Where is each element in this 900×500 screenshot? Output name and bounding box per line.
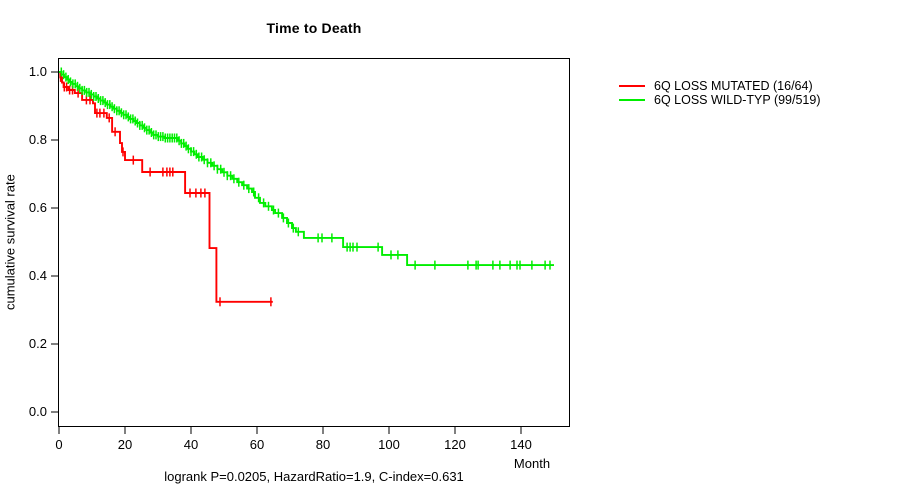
- legend-label-mutated: 6Q LOSS MUTATED (16/64): [654, 78, 813, 93]
- legend-line-green: [619, 98, 645, 101]
- km-curve-mutated: [59, 71, 273, 303]
- y-tick-label-0.4: 0.4: [28, 268, 47, 283]
- legend: 6Q LOSS MUTATED (16/64) 6Q LOSS WILD-TYP…: [619, 78, 821, 107]
- y-tick-label-1.0: 1.0: [28, 64, 47, 79]
- legend-item-wildtype: 6Q LOSS WILD-TYP (99/519): [619, 92, 821, 107]
- statistics-footnote: logrank P=0.0205, HazardRatio=1.9, C-ind…: [164, 469, 464, 484]
- legend-line-red: [619, 84, 645, 87]
- y-axis-title: cumulative survival rate: [2, 174, 18, 311]
- y-tick-label-0.0: 0.0: [28, 404, 47, 419]
- plot-box: [58, 58, 570, 427]
- x-tick-label-120: 120: [444, 437, 466, 452]
- x-tick-label-80: 80: [315, 437, 331, 452]
- x-tick-label-20: 20: [117, 437, 133, 452]
- x-tick-label-40: 40: [183, 437, 199, 452]
- y-tick-label-0.2: 0.2: [28, 336, 47, 351]
- legend-item-mutated: 6Q LOSS MUTATED (16/64): [619, 78, 821, 93]
- legend-label-wildtype: 6Q LOSS WILD-TYP (99/519): [654, 92, 821, 107]
- y-tick-label-0.6: 0.6: [28, 200, 47, 215]
- y-tick-label-0.8: 0.8: [28, 132, 47, 147]
- x-tick-label-140: 140: [510, 437, 532, 452]
- x-tick-label-100: 100: [378, 437, 400, 452]
- x-axis-title: Month: [513, 456, 551, 471]
- km-curve-wildtype: [59, 71, 554, 267]
- x-tick-label-60: 60: [249, 437, 265, 452]
- chart-title: Time to Death: [266, 20, 362, 36]
- x-tick-label-0: 0: [55, 437, 63, 452]
